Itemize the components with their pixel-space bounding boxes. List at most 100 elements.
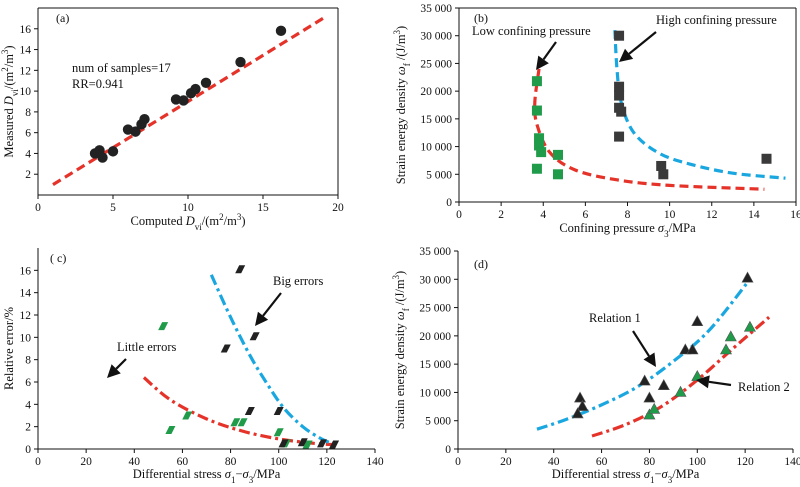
y-axis-title-part: Measured bbox=[2, 105, 16, 157]
data-point bbox=[552, 149, 563, 160]
y-tick-label: 30 000 bbox=[419, 274, 451, 286]
data-point bbox=[614, 30, 625, 41]
data-point bbox=[534, 133, 545, 144]
data-point bbox=[273, 407, 284, 416]
y-tick-label: 15 000 bbox=[420, 114, 452, 126]
data-point bbox=[638, 374, 651, 386]
y-tick-label: 35 000 bbox=[420, 3, 452, 15]
y-tick-label: 2 bbox=[25, 169, 31, 181]
y-tick-label: 12 bbox=[20, 65, 32, 77]
data-point bbox=[674, 385, 687, 397]
data-point bbox=[658, 169, 669, 180]
y-tick-label: 25 000 bbox=[420, 58, 452, 70]
y-tick-label: 6 bbox=[25, 377, 31, 389]
y-axis-title-part: Strain energy density bbox=[393, 320, 407, 429]
arrow-big-head bbox=[255, 311, 269, 326]
arrow-relation2-shaft bbox=[708, 380, 732, 387]
y-tick-label: 15 000 bbox=[419, 359, 451, 371]
annotation-low: Low confining pressure bbox=[472, 24, 591, 38]
x-axis-title-part: σ bbox=[662, 467, 669, 481]
y-tick-label: 10 000 bbox=[420, 142, 452, 154]
annotation-samples: num of samples=17 bbox=[72, 61, 171, 75]
y-tick-label: 25 000 bbox=[419, 303, 451, 315]
x-tick-label: 20 bbox=[332, 202, 344, 214]
arrow-high-shaft bbox=[628, 31, 657, 55]
y-axis-title: Strain energy density ωf /(J/m3) bbox=[392, 26, 412, 184]
annotation-relation2: Relation 2 bbox=[738, 380, 790, 394]
data-point bbox=[165, 426, 176, 435]
series-curve-relation2 bbox=[591, 315, 771, 438]
data-point bbox=[531, 163, 542, 174]
data-point bbox=[761, 153, 772, 164]
series-curve-big bbox=[209, 274, 335, 446]
x-tick-label: 40 bbox=[548, 456, 560, 468]
x-tick-label: 20 bbox=[500, 456, 512, 468]
y-axis-title-part: ) bbox=[394, 26, 408, 30]
data-point bbox=[616, 106, 627, 117]
panel-c: 0 20 40 60 80 100 120 140 0 2 4 6 8 10 12 14 16 ( c) Big e… bbox=[2, 248, 384, 485]
y-tick-label: 5 000 bbox=[426, 169, 452, 181]
x-tick-label: 100 bbox=[689, 456, 707, 468]
data-point bbox=[657, 379, 670, 390]
x-axis-title-part: 3 bbox=[664, 229, 669, 239]
x-tick-label: 40 bbox=[129, 456, 141, 468]
x-tick-label: 6 bbox=[583, 209, 589, 221]
y-tick-label: 2 bbox=[25, 422, 31, 434]
data-point bbox=[237, 418, 248, 427]
data-point bbox=[220, 344, 231, 353]
data-point bbox=[235, 265, 246, 274]
arrow-little-head bbox=[107, 364, 121, 378]
x-tick-label: 2 bbox=[498, 209, 504, 221]
x-axis-title-part: ) bbox=[241, 214, 245, 228]
data-point bbox=[244, 407, 255, 416]
panel-a: 0 5 10 15 20 2 4 6 8 10 12 14 16 (a) num of samples=17… bbox=[0, 7, 344, 232]
x-axis-title: Confining pressure σ3/MPa bbox=[559, 221, 696, 239]
data-point bbox=[719, 343, 733, 355]
x-axis-title-part: 3 bbox=[249, 475, 254, 485]
data-point bbox=[643, 408, 656, 420]
series-curve-relation1 bbox=[536, 278, 752, 431]
x-tick-label: 0 bbox=[456, 209, 462, 221]
x-tick-label: 120 bbox=[737, 456, 755, 468]
y-axis-title-part: 2 bbox=[0, 67, 10, 72]
arrow-low-shaft bbox=[542, 41, 557, 61]
x-tick-label: 140 bbox=[784, 456, 800, 468]
y-axis-title: Relative error/% bbox=[2, 307, 16, 390]
x-tick-label: 10 bbox=[664, 209, 676, 221]
x-tick-label: 80 bbox=[225, 456, 237, 468]
y-axis-title-part: vi bbox=[10, 89, 20, 97]
x-axis-title-part: Computed bbox=[131, 214, 186, 228]
y-axis-title-part: /(J/m bbox=[394, 34, 408, 63]
x-axis-title: Differential stress σ1−σ3/MPa bbox=[552, 467, 700, 485]
arrow-low-head bbox=[536, 55, 549, 70]
y-tick-label: 8 bbox=[25, 355, 31, 367]
x-axis-title-part: /(m bbox=[202, 214, 220, 228]
data-point bbox=[614, 81, 625, 92]
data-point bbox=[743, 320, 756, 332]
y-tick-label: 0 bbox=[445, 444, 451, 456]
data-point bbox=[531, 105, 542, 116]
x-tick-label: 120 bbox=[318, 456, 336, 468]
series-curve-low bbox=[533, 68, 765, 191]
y-axis-title-part: f bbox=[401, 308, 411, 311]
x-tick-label: 20 bbox=[80, 456, 92, 468]
y-tick-label: 4 bbox=[25, 148, 31, 160]
x-axis-title-part: /m bbox=[224, 214, 237, 228]
y-axis-title-part: /(m bbox=[2, 71, 16, 89]
y-axis-title-part: f bbox=[402, 63, 412, 66]
data-point bbox=[302, 440, 313, 449]
arrow-high-head bbox=[619, 48, 634, 62]
x-tick-label: 10 bbox=[182, 202, 194, 214]
data-point bbox=[648, 402, 661, 414]
x-tick-label: 60 bbox=[596, 456, 608, 468]
x-tick-label: 100 bbox=[270, 456, 288, 468]
data-point bbox=[278, 439, 289, 448]
y-tick-label: 16 bbox=[20, 24, 32, 36]
y-axis-title-part: 3 bbox=[391, 274, 401, 279]
y-axis-title-part: ω bbox=[394, 66, 408, 75]
data-point bbox=[230, 418, 241, 427]
x-tick-label: 14 bbox=[748, 209, 760, 221]
data-point bbox=[317, 439, 328, 448]
x-tick-label: 60 bbox=[177, 456, 189, 468]
